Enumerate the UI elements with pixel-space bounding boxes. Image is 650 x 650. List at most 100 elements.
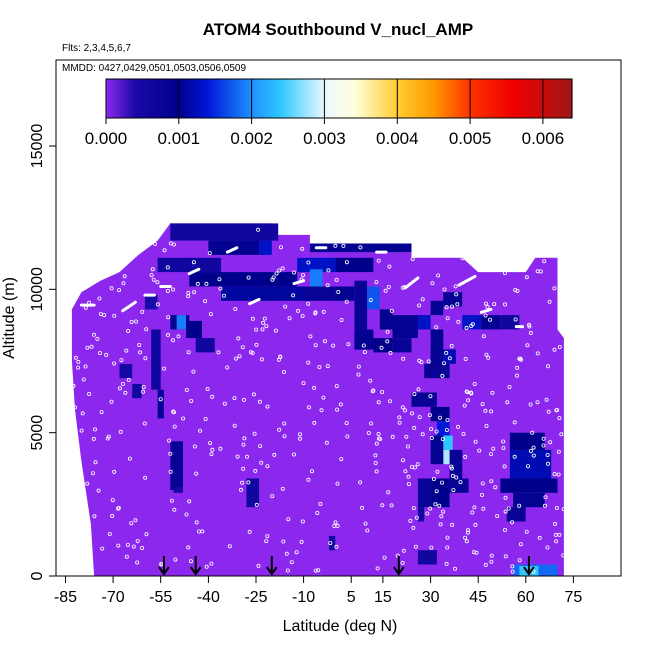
sample-marker xyxy=(493,485,498,490)
colorbar-swatch xyxy=(228,79,231,118)
sample-marker xyxy=(404,434,409,439)
colorbar-swatch xyxy=(441,79,445,118)
heatmap-cell xyxy=(513,492,545,508)
sample-marker xyxy=(386,490,391,495)
y-tick-label: 5000 xyxy=(29,415,46,451)
colorbar-swatch xyxy=(554,79,558,118)
sample-marker xyxy=(527,322,532,327)
sample-marker xyxy=(531,569,536,574)
sample-marker xyxy=(483,408,488,413)
colorbar-swatch xyxy=(249,79,253,118)
sample-marker xyxy=(300,246,305,251)
sample-marker xyxy=(152,241,157,246)
sample-marker xyxy=(135,539,140,544)
sample-marker xyxy=(93,427,98,432)
sample-marker xyxy=(299,539,304,544)
sample-marker xyxy=(138,350,143,355)
sample-marker xyxy=(270,494,275,499)
colorbar-swatch xyxy=(342,79,346,118)
colorbar-swatch xyxy=(282,79,286,118)
colorbar-swatch xyxy=(218,79,222,118)
sample-marker xyxy=(360,505,365,510)
colorbar-swatch xyxy=(201,79,204,118)
heatmap-cell xyxy=(186,320,202,339)
sample-marker xyxy=(410,256,415,261)
sample-marker xyxy=(489,553,494,558)
sample-marker xyxy=(162,366,167,371)
sample-marker xyxy=(143,356,148,361)
colorbar-swatch xyxy=(222,79,226,118)
sample-marker xyxy=(376,258,381,263)
sample-marker xyxy=(413,544,418,549)
colorbar-swatch xyxy=(461,79,464,118)
x-tick-label: -55 xyxy=(149,589,172,606)
heatmap-cell xyxy=(354,280,368,330)
colorbar-swatch xyxy=(230,79,233,118)
sample-marker xyxy=(292,270,297,275)
sample-marker xyxy=(397,420,402,425)
x-tick-label: -40 xyxy=(197,589,220,606)
y-axis: 0 5000 10000 15000 xyxy=(29,124,56,580)
sample-marker xyxy=(526,464,531,469)
sample-marker xyxy=(537,535,542,540)
flight-track xyxy=(479,307,493,314)
sample-marker xyxy=(417,358,422,363)
colorbar-swatch xyxy=(148,79,152,118)
colorbar-swatch xyxy=(385,79,389,118)
sample-marker xyxy=(483,313,488,318)
sample-marker xyxy=(374,469,379,474)
colorbar-swatch xyxy=(558,79,561,118)
sample-marker xyxy=(140,546,145,551)
colorbar-swatch xyxy=(166,79,169,118)
sample-marker xyxy=(445,417,450,422)
sample-marker xyxy=(387,264,392,269)
sample-marker xyxy=(240,345,245,350)
sample-marker xyxy=(155,280,160,285)
colorbar-swatch xyxy=(403,79,406,118)
colorbar-swatch xyxy=(478,79,482,118)
sample-marker xyxy=(548,440,553,445)
sample-marker xyxy=(149,273,154,278)
heatmap-cell xyxy=(132,383,142,399)
colorbar-swatch xyxy=(542,79,546,118)
colorbar-swatch xyxy=(197,79,200,118)
sample-marker xyxy=(444,428,449,433)
colorbar-swatch xyxy=(546,79,550,118)
x-tick-label: -70 xyxy=(102,589,125,606)
colorbar-swatch xyxy=(533,79,536,118)
sample-marker xyxy=(186,350,191,355)
sample-marker xyxy=(306,360,311,365)
sample-marker xyxy=(280,486,285,491)
sample-marker xyxy=(187,499,192,504)
sample-marker xyxy=(135,560,140,565)
sample-marker xyxy=(435,469,440,474)
sample-marker xyxy=(186,290,191,295)
sample-marker xyxy=(366,430,371,435)
sample-marker xyxy=(317,364,322,369)
sample-marker xyxy=(204,564,209,569)
colorbar-swatch xyxy=(566,79,569,118)
sample-marker xyxy=(140,309,145,314)
colorbar-tick-label: 0.000 xyxy=(85,129,128,148)
heatmap-cell xyxy=(424,363,450,379)
sample-marker xyxy=(73,355,78,360)
y-tick-label: 10000 xyxy=(29,267,46,312)
colorbar-swatch xyxy=(199,79,202,118)
colorbar-swatch xyxy=(544,79,548,118)
sample-marker xyxy=(312,385,317,390)
sample-marker xyxy=(491,446,496,451)
colorbar-swatch xyxy=(350,79,354,118)
sample-marker xyxy=(137,342,142,347)
sample-marker xyxy=(431,476,436,481)
sample-marker xyxy=(186,545,191,550)
sample-marker xyxy=(172,424,177,429)
colorbar-swatch xyxy=(290,79,293,118)
sample-marker xyxy=(460,256,465,261)
sample-marker xyxy=(528,448,533,453)
colorbar-swatch xyxy=(515,79,519,118)
y-axis-label: Altitude (m) xyxy=(1,277,18,359)
sample-marker xyxy=(76,365,81,370)
colorbar-swatch xyxy=(397,79,400,118)
sample-marker xyxy=(241,397,246,402)
sample-marker xyxy=(119,358,124,363)
